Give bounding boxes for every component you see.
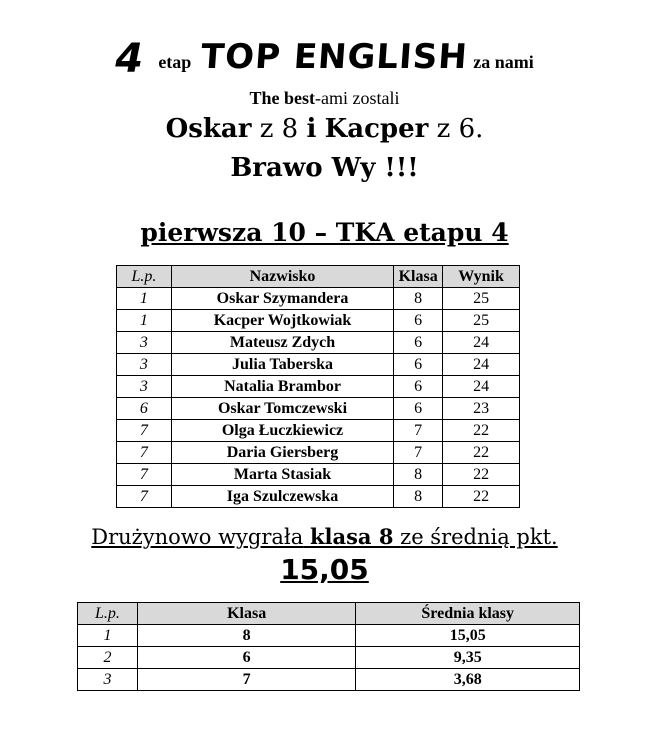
table-cell: Julia Taberska — [170, 353, 395, 376]
table-cell: Mateusz Zdych — [170, 331, 395, 354]
table-cell: 3 — [116, 353, 172, 376]
contest-name: TOP ENGLISH — [200, 37, 470, 77]
table-cell: 3,68 — [355, 668, 580, 691]
table-row: 1 8 15,05 — [77, 624, 580, 647]
table-cell: 22 — [442, 463, 520, 486]
table-cell: 1 — [77, 624, 138, 647]
table-cell: Oskar Szymandera — [170, 287, 395, 310]
class-table: L.p. Klasa Średnia klasy 1 8 15,05 2 6 9,35 3 7… — [77, 602, 580, 691]
table-cell: 8 — [136, 624, 357, 647]
table-cell: 7 — [393, 419, 444, 442]
table-cell: 23 — [442, 397, 520, 420]
table-cell: 24 — [442, 353, 520, 376]
table-row: 7 Iga Szulczewska 8 22 — [116, 485, 520, 508]
table-cell: 22 — [442, 441, 520, 464]
table-cell: 6 — [393, 331, 444, 354]
winner1: Oskar — [165, 114, 252, 144]
table-row: 6 Oskar Tomczewski 6 23 — [116, 397, 520, 420]
stage-number: 4 — [115, 36, 144, 82]
stage-word: etap — [158, 52, 192, 72]
team-result: Drużynowo wygrała klasa 8 ze średnią pkt… — [0, 524, 649, 549]
table-cell: 8 — [393, 463, 444, 486]
winner2-class: z 6. — [436, 114, 484, 144]
table-cell: 1 — [116, 309, 172, 332]
table-cell: 24 — [442, 375, 520, 398]
table-cell: 6 — [393, 309, 444, 332]
headline: 4 etap TOP ENGLISH za nami — [0, 36, 649, 86]
best-bold: The best — [249, 88, 316, 108]
table-cell: 6 — [393, 375, 444, 398]
col-header: Średnia klasy — [355, 602, 580, 625]
col-header: Klasa — [136, 602, 357, 625]
table-cell: 7 — [393, 441, 444, 464]
table-cell: 3 — [116, 375, 172, 398]
table-cell: 6 — [393, 397, 444, 420]
col-header: Klasa — [393, 265, 444, 288]
table-row: 2 6 9,35 — [77, 646, 580, 669]
table-cell: 8 — [393, 287, 444, 310]
table-row: 7 Olga Łuczkiewicz 7 22 — [116, 419, 520, 442]
table-cell: 9,35 — [355, 646, 580, 669]
table-cell: 1 — [116, 287, 172, 310]
table-row: 3 Julia Taberska 6 24 — [116, 353, 520, 376]
best-rest: -ami zostali — [315, 88, 400, 108]
table-cell: Natalia Brambor — [170, 375, 395, 398]
team-score: 15,05 — [280, 553, 369, 586]
col-header: L.p. — [77, 602, 138, 625]
table-cell: 7 — [116, 485, 172, 508]
table-row: 3 Natalia Brambor 6 24 — [116, 375, 520, 398]
table-cell: 6 — [393, 353, 444, 376]
table-row: 3 7 3,68 — [77, 668, 580, 691]
congrats: Brawo Wy !!! — [230, 153, 419, 183]
top10-title: pierwsza 10 – TKA etapu 4 — [140, 218, 509, 247]
table-cell: 2 — [77, 646, 138, 669]
table-cell: 25 — [442, 287, 520, 310]
table-cell: 7 — [116, 419, 172, 442]
table-row: 3 Mateusz Zdych 6 24 — [116, 331, 520, 354]
table-cell: 7 — [136, 668, 357, 691]
table-row: 1 Kacper Wojtkowiak 6 25 — [116, 309, 520, 332]
table-cell: 22 — [442, 419, 520, 442]
table-cell: 15,05 — [355, 624, 580, 647]
winner1-class: z 8 — [259, 114, 299, 144]
team-bold: klasa 8 — [309, 524, 394, 549]
after-text: za nami — [473, 52, 534, 72]
table-cell: 25 — [442, 309, 520, 332]
col-header: Nazwisko — [170, 265, 395, 288]
conj: i — [306, 114, 317, 144]
table-cell: 6 — [136, 646, 357, 669]
table-cell: Kacper Wojtkowiak — [170, 309, 395, 332]
table-row: 7 Marta Stasiak 8 22 — [116, 463, 520, 486]
table-cell: 24 — [442, 331, 520, 354]
col-header: L.p. — [116, 265, 172, 288]
winner2: Kacper — [324, 114, 429, 144]
team-post: ze średnią pkt. — [400, 525, 558, 549]
table-cell: 22 — [442, 485, 520, 508]
table-cell: 3 — [77, 668, 138, 691]
table-row: 1 Oskar Szymandera 8 25 — [116, 287, 520, 310]
table-cell: Olga Łuczkiewicz — [170, 419, 395, 442]
table-cell: 7 — [116, 441, 172, 464]
table-cell: 6 — [116, 397, 172, 420]
table-cell: Iga Szulczewska — [170, 485, 395, 508]
table-cell: 8 — [393, 485, 444, 508]
table-cell: Marta Stasiak — [170, 463, 395, 486]
table-cell: 7 — [116, 463, 172, 486]
table-cell: 3 — [116, 331, 172, 354]
team-pre: Drużynowo wygrała — [91, 525, 304, 549]
top10-table: L.p. Nazwisko Klasa Wynik 1 Oskar Szymand… — [116, 265, 520, 508]
table-cell: Daria Giersberg — [170, 441, 395, 464]
table-cell: Oskar Tomczewski — [170, 397, 395, 420]
table-row: 7 Daria Giersberg 7 22 — [116, 441, 520, 464]
best-line: The best-ami zostali — [0, 88, 649, 109]
col-header: Wynik — [442, 265, 520, 288]
winners-line: Oskar z 8 i Kacper z 6. — [0, 114, 649, 144]
